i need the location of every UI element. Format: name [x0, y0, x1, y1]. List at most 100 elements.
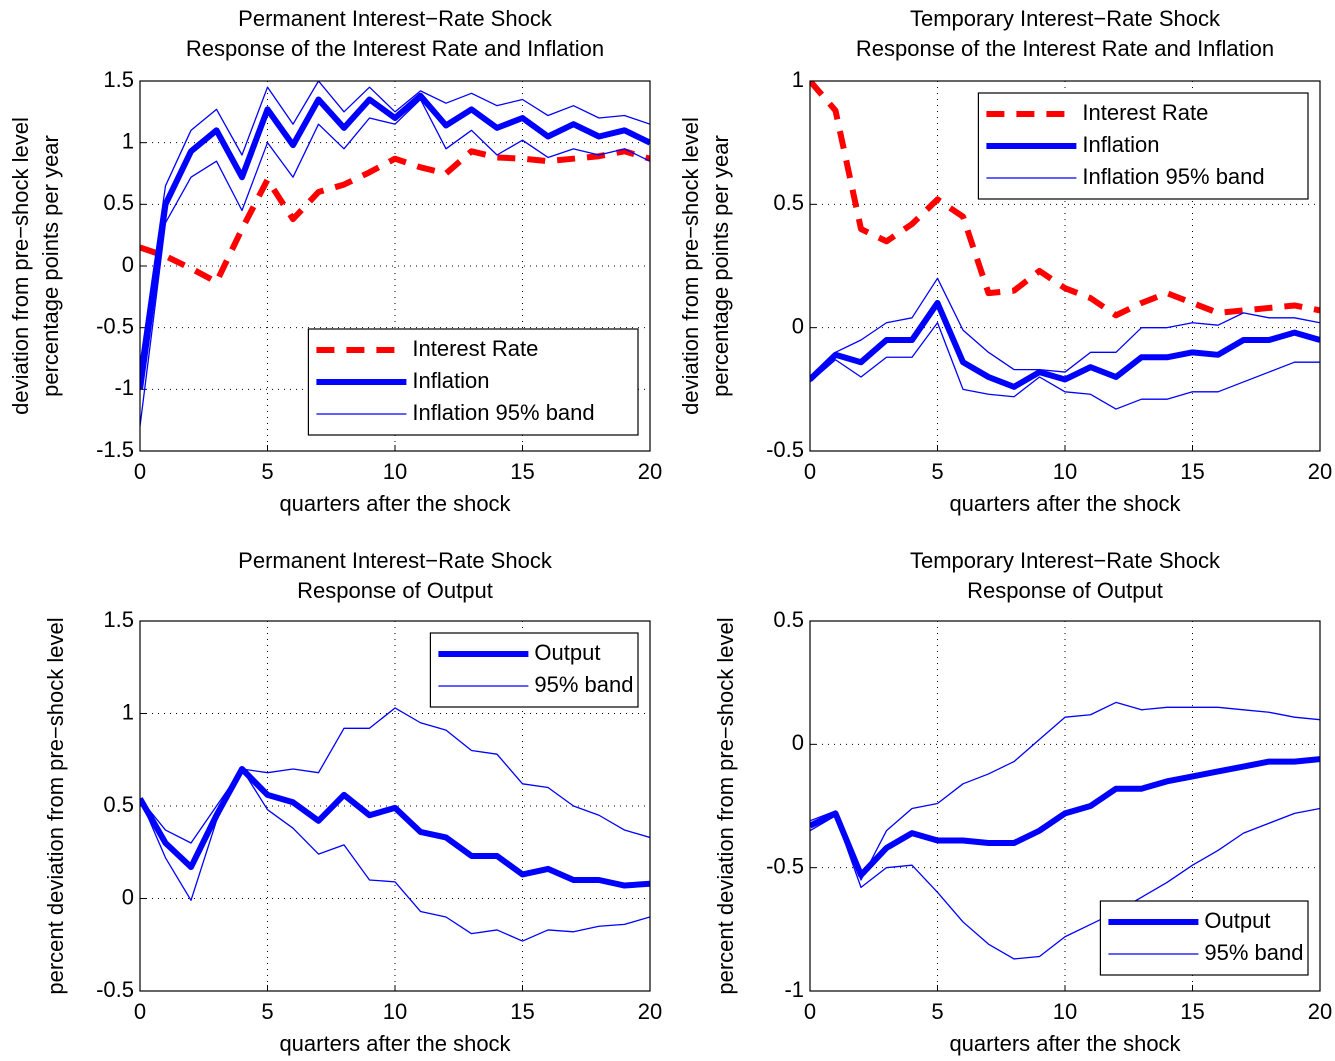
y-tick-label: 0 [122, 252, 134, 277]
y-tick-label: -0.5 [766, 437, 804, 462]
x-tick-label: 5 [261, 999, 273, 1024]
x-axis-label: quarters after the shock [279, 1031, 511, 1056]
x-tick-label: 10 [383, 999, 407, 1024]
series-line [810, 300, 1320, 390]
band-line [140, 768, 650, 942]
x-tick-label: 10 [383, 459, 407, 484]
subplot: Permanent Interest−Rate Shock Response of… [43, 548, 662, 1056]
x-tick-label: 20 [638, 999, 662, 1024]
legend: Interest Rate Inflation Inflation 95% band [977, 92, 1309, 200]
chart-subtitle: Response of the Interest Rate and Inflat… [186, 36, 604, 61]
chart-subtitle: Response of Output [967, 578, 1163, 603]
x-tick-label: 15 [1180, 999, 1204, 1024]
y-tick-label: 0.5 [773, 607, 804, 632]
chart-title: Permanent Interest−Rate Shock [238, 548, 553, 573]
x-axis-label: quarters after the shock [949, 1031, 1181, 1056]
series-line [810, 756, 1320, 879]
chart-title: Permanent Interest−Rate Shock [238, 6, 553, 31]
band-line [140, 81, 650, 365]
band-line [140, 98, 650, 427]
series-line [810, 81, 1320, 319]
legend: Output 95% band [429, 632, 639, 708]
y-tick-label: -1 [114, 375, 134, 400]
x-tick-label: 0 [804, 999, 816, 1024]
band-line [810, 277, 1320, 378]
x-tick-label: 15 [510, 459, 534, 484]
axes-frame [139, 620, 651, 992]
x-tick-label: 5 [931, 459, 943, 484]
x-tick-label: 0 [134, 999, 146, 1024]
y-axis-label: deviation from pre−shock level [8, 117, 33, 415]
x-tick-label: 20 [1308, 459, 1332, 484]
y-tick-label: 0.5 [773, 190, 804, 215]
y-tick-label: -0.5 [96, 313, 134, 338]
legend: Interest Rate Inflation Inflation 95% band [307, 328, 639, 436]
x-axis-label: quarters after the shock [279, 491, 511, 516]
y-axis-label: percent deviation from pre−shock level [713, 617, 738, 994]
x-tick-label: 0 [134, 459, 146, 484]
x-axis-label: quarters after the shock [949, 491, 1181, 516]
y-tick-label: 1 [122, 128, 134, 153]
y-tick-label: 1 [792, 67, 804, 92]
legend-box [429, 632, 639, 708]
axes-frame [809, 80, 1321, 452]
y-axis-label: percentage points per year [708, 135, 733, 397]
y-tick-label: 0.5 [103, 792, 134, 817]
axes-frame [139, 80, 651, 452]
y-tick-label: -0.5 [96, 977, 134, 1002]
y-tick-label: -0.5 [766, 853, 804, 878]
plot-area [140, 81, 650, 427]
legend-label: Output [534, 640, 600, 665]
x-tick-label: 10 [1053, 459, 1077, 484]
y-tick-label: -1 [784, 977, 804, 1002]
legend-label: 95% band [534, 672, 633, 697]
y-tick-label: 1.5 [103, 607, 134, 632]
y-tick-label: 0 [792, 730, 804, 755]
y-tick-label: 0.5 [103, 190, 134, 215]
band-line [810, 701, 1320, 881]
legend-label: 95% band [1204, 940, 1303, 965]
y-tick-label: -1.5 [96, 437, 134, 462]
y-tick-label: 0 [122, 884, 134, 909]
legend-label: Output [1204, 908, 1270, 933]
band-line [810, 807, 1320, 960]
y-tick-label: 1.5 [103, 67, 134, 92]
x-tick-label: 15 [510, 999, 534, 1024]
legend-label: Inflation [1082, 132, 1159, 157]
series-line [140, 148, 650, 286]
legend-label: Interest Rate [1082, 100, 1208, 125]
legend-label: Inflation 95% band [412, 400, 594, 425]
y-axis-label: deviation from pre−shock level [678, 117, 703, 415]
series-line [140, 92, 650, 390]
subplot: Permanent Interest−Rate Shock Response of… [8, 6, 662, 516]
chart-subtitle: Response of the Interest Rate and Inflat… [856, 36, 1274, 61]
band-line [140, 707, 650, 844]
plot-area [140, 707, 650, 942]
y-tick-label: 1 [122, 699, 134, 724]
y-tick-label: 0 [792, 313, 804, 338]
legend: Output 95% band [1099, 900, 1309, 976]
plot-area [810, 701, 1320, 960]
x-tick-label: 10 [1053, 999, 1077, 1024]
axes-frame [809, 620, 1321, 992]
subplot: Temporary Interest−Rate Shock Response of… [713, 548, 1332, 1056]
x-tick-label: 20 [1308, 999, 1332, 1024]
y-axis-label: percentage points per year [38, 135, 63, 397]
chart-subtitle: Response of Output [297, 578, 493, 603]
band-line [810, 322, 1320, 410]
legend-box [1099, 900, 1309, 976]
plot-area [810, 81, 1320, 410]
legend-label: Inflation [412, 368, 489, 393]
x-tick-label: 0 [804, 459, 816, 484]
legend-label: Interest Rate [412, 336, 538, 361]
x-tick-label: 20 [638, 459, 662, 484]
chart-title: Temporary Interest−Rate Shock [910, 6, 1221, 31]
x-tick-label: 5 [931, 999, 943, 1024]
subplot: Temporary Interest−Rate Shock Response of… [678, 6, 1332, 516]
y-axis-label: percent deviation from pre−shock level [43, 617, 68, 994]
x-tick-label: 5 [261, 459, 273, 484]
legend-box [977, 92, 1309, 200]
legend-label: Inflation 95% band [1082, 164, 1264, 189]
x-tick-label: 15 [1180, 459, 1204, 484]
